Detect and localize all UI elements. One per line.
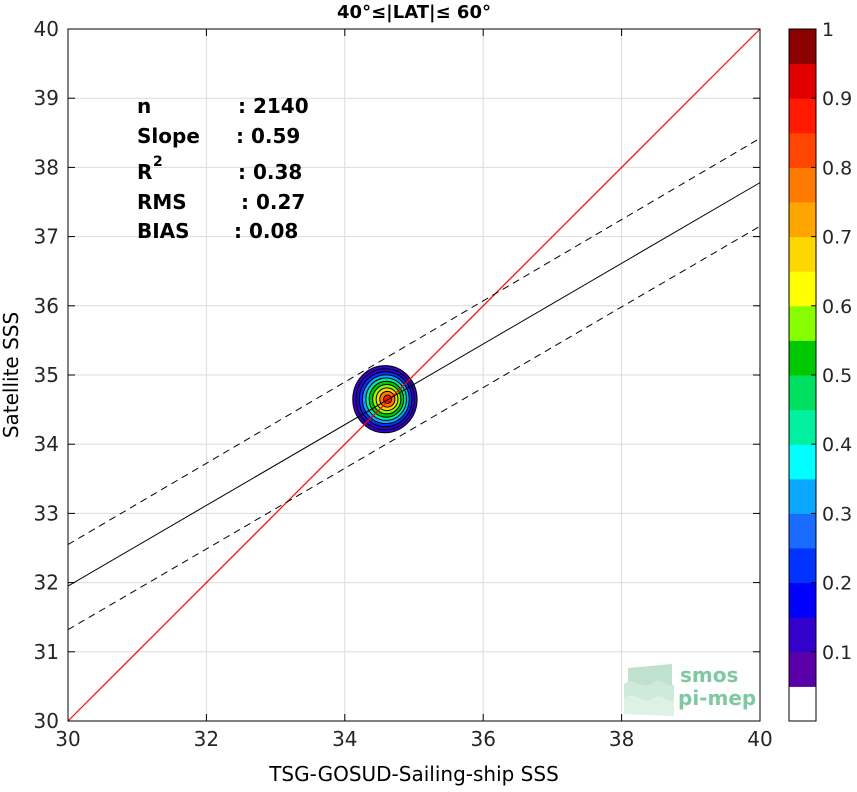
stat-r2-superscript: 2 xyxy=(153,154,163,170)
colorbar-tick-label: 0.5 xyxy=(822,365,852,387)
colorbar-segment xyxy=(789,305,816,341)
y-tick-label: 30 xyxy=(34,709,59,733)
y-tick-label: 39 xyxy=(34,86,59,110)
fit-line xyxy=(67,182,761,587)
y-axis-ticks: 30 31 32 33 34 35 36 37 38 39 40 xyxy=(34,17,760,733)
colorbar-segment xyxy=(789,617,816,653)
y-tick-label: 33 xyxy=(34,501,59,525)
colorbar-ticks: 0.1 0.2 0.3 0.4 0.5 0.6 0.7 0.8 0.9 1 xyxy=(811,19,852,664)
colorbar-segment xyxy=(789,651,816,687)
regression-lines xyxy=(67,28,761,722)
grid xyxy=(68,29,760,721)
colorbar-tick-label: 0.9 xyxy=(822,88,852,110)
colorbar-segment xyxy=(789,478,816,514)
colorbar-segment xyxy=(789,375,816,411)
colorbar-tick-label: 0.3 xyxy=(822,503,852,525)
colorbar-segment xyxy=(789,271,816,307)
stat-bias-value: : 0.08 xyxy=(234,219,298,243)
y-axis-label: Satellite SSS xyxy=(0,312,23,438)
colorbar-segment xyxy=(789,444,816,480)
colorbar-segment xyxy=(789,548,816,584)
colorbar-tick-label: 0.1 xyxy=(822,642,852,664)
colorbar-tick-label: 0.8 xyxy=(822,157,852,179)
x-tick-label: 34 xyxy=(332,727,357,751)
fit-upper-bound-line xyxy=(67,137,761,545)
colorbar-segment xyxy=(789,340,816,376)
colorbar-segment xyxy=(789,513,816,549)
y-tick-label: 38 xyxy=(34,155,59,179)
x-tick-label: 36 xyxy=(470,727,495,751)
colorbar-tick-label: 0.4 xyxy=(822,434,852,456)
y-tick-label: 40 xyxy=(34,17,59,41)
y-tick-label: 35 xyxy=(34,363,59,387)
colorbar-segment xyxy=(789,582,816,618)
stat-rms-label: RMS xyxy=(137,190,187,214)
colorbar-segment xyxy=(789,236,816,272)
colorbar-segment xyxy=(789,63,816,99)
statistics-box: n : 2140 Slope : 0.59 R 2 : 0.38 RMS : 0… xyxy=(137,94,309,243)
x-axis-label: TSG-GOSUD-Sailing-ship SSS xyxy=(268,762,559,786)
smos-pimep-logo: smos pi-mep xyxy=(624,663,756,716)
colorbar xyxy=(789,29,816,722)
x-tick-label: 38 xyxy=(609,727,634,751)
colorbar-segment xyxy=(789,98,816,134)
logo-wave-icon xyxy=(624,664,674,716)
x-axis-ticks: 30 32 34 36 38 40 xyxy=(55,29,773,751)
colorbar-segment xyxy=(789,686,816,722)
stat-n-value: : 2140 xyxy=(238,94,309,118)
logo-line-1: smos xyxy=(680,663,738,687)
y-tick-label: 37 xyxy=(34,225,59,249)
stat-bias-label: BIAS xyxy=(137,219,190,243)
stat-r2-value: : 0.38 xyxy=(238,160,302,184)
identity-line xyxy=(67,28,761,722)
stat-r2-label: R xyxy=(137,160,152,184)
chart-title: 40°≤|LAT|≤ 60° xyxy=(337,2,491,23)
colorbar-tick-label: 0.6 xyxy=(822,296,852,318)
colorbar-segment xyxy=(789,132,816,168)
stat-slope-value: : 0.59 xyxy=(236,124,300,148)
y-tick-label: 32 xyxy=(34,571,59,595)
colorbar-tick-label: 1 xyxy=(822,19,834,41)
fit-lower-bound-line xyxy=(67,225,761,631)
colorbar-segment xyxy=(789,202,816,238)
density-contours xyxy=(352,365,418,434)
logo-line-2: pi-mep xyxy=(678,686,756,710)
y-tick-label: 31 xyxy=(34,640,59,664)
x-tick-label: 32 xyxy=(194,727,219,751)
y-tick-label: 34 xyxy=(34,432,59,456)
colorbar-tick-label: 0.7 xyxy=(822,227,852,249)
x-tick-label: 40 xyxy=(747,727,772,751)
colorbar-segment xyxy=(789,409,816,445)
colorbar-segment xyxy=(789,167,816,203)
colorbar-tick-label: 0.2 xyxy=(822,573,852,595)
y-tick-label: 36 xyxy=(34,294,59,318)
colorbar-segment xyxy=(789,29,816,65)
stat-rms-value: : 0.27 xyxy=(241,190,305,214)
stat-n-label: n xyxy=(137,94,151,118)
x-tick-label: 30 xyxy=(55,727,80,751)
stat-slope-label: Slope xyxy=(137,124,200,148)
